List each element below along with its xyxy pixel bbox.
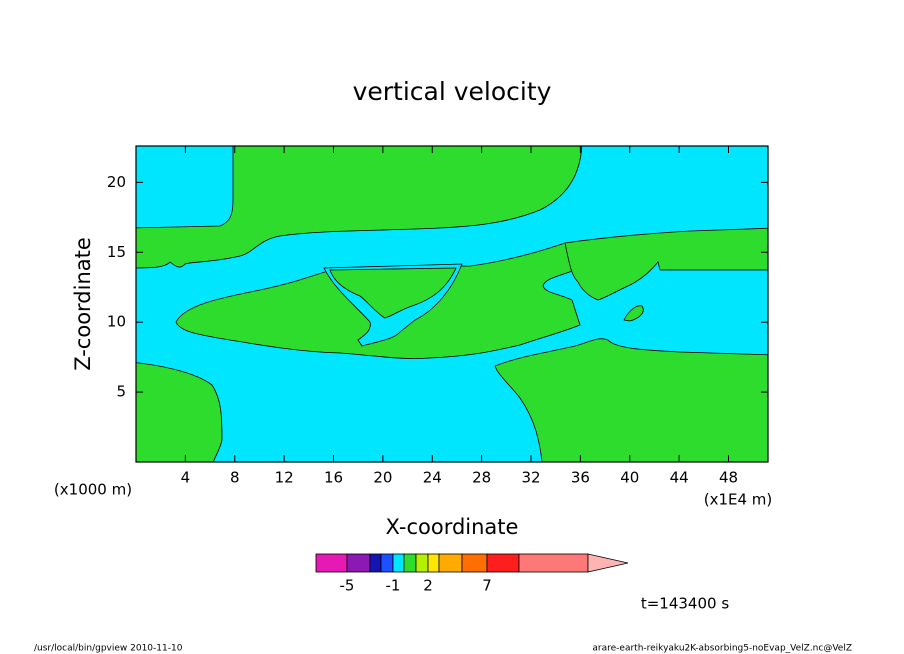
colorbar-box xyxy=(315,553,348,573)
contour-region xyxy=(564,227,768,301)
contour-region xyxy=(136,362,223,462)
y-tick-label: 15 xyxy=(107,243,126,261)
colorbar-box xyxy=(415,553,429,573)
time-annotation: t=143400 s xyxy=(641,595,729,613)
colorbar-box xyxy=(346,553,371,573)
y-axis-title: Z-coordinate xyxy=(71,237,95,371)
x-tick-label: 28 xyxy=(472,469,491,487)
colorbar-tick-label: 7 xyxy=(482,577,492,595)
colorbar-box xyxy=(461,553,488,573)
contour-region xyxy=(329,267,457,319)
footer-right: arare-earth-reikyaku2K-absorbing5-noEvap… xyxy=(592,644,852,654)
x-tick-label: 24 xyxy=(423,469,442,487)
x-tick-label: 32 xyxy=(521,469,540,487)
x-tick-label: 40 xyxy=(620,469,639,487)
footer-left: /usr/local/bin/gpview 2010-11-10 xyxy=(34,644,183,654)
contour-region xyxy=(136,146,583,269)
x-tick-label: 16 xyxy=(324,469,343,487)
plot-frame xyxy=(135,145,769,463)
colorbar-tick-label: -5 xyxy=(340,577,355,595)
x-unit: (x1E4 m) xyxy=(704,491,773,509)
colorbar-box xyxy=(486,553,520,573)
colorbar-box xyxy=(369,553,382,573)
colorbar-box xyxy=(380,553,394,573)
x-tick-label: 36 xyxy=(571,469,590,487)
y-tick-label: 20 xyxy=(107,173,126,191)
colorbar-box xyxy=(392,553,405,573)
y-unit: (x1000 m) xyxy=(54,481,132,499)
x-tick-label: 12 xyxy=(275,469,294,487)
colorbar-box xyxy=(438,553,463,573)
colorbar-box xyxy=(403,553,417,573)
y-tick-label: 10 xyxy=(107,313,126,331)
x-tick-label: 8 xyxy=(230,469,240,487)
colorbar-tick-label: 2 xyxy=(423,577,433,595)
x-tick-label: 20 xyxy=(373,469,392,487)
colorbar-tick-label: -1 xyxy=(386,577,401,595)
colorbar-box xyxy=(427,553,440,573)
contour-region xyxy=(494,338,768,462)
x-tick-label: 48 xyxy=(719,469,738,487)
contour-region xyxy=(623,305,644,322)
colorbar-box xyxy=(518,553,589,573)
chart-title: vertical velocity xyxy=(353,77,552,106)
x-tick-label: 44 xyxy=(670,469,689,487)
x-axis-title: X-coordinate xyxy=(386,515,519,539)
contour-field xyxy=(136,146,768,462)
x-tick-label: 4 xyxy=(181,469,191,487)
y-tick-label: 5 xyxy=(116,383,126,401)
colorbar-extension xyxy=(587,553,629,573)
